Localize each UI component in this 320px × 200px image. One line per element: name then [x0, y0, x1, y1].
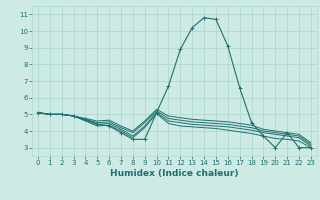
X-axis label: Humidex (Indice chaleur): Humidex (Indice chaleur) — [110, 169, 239, 178]
